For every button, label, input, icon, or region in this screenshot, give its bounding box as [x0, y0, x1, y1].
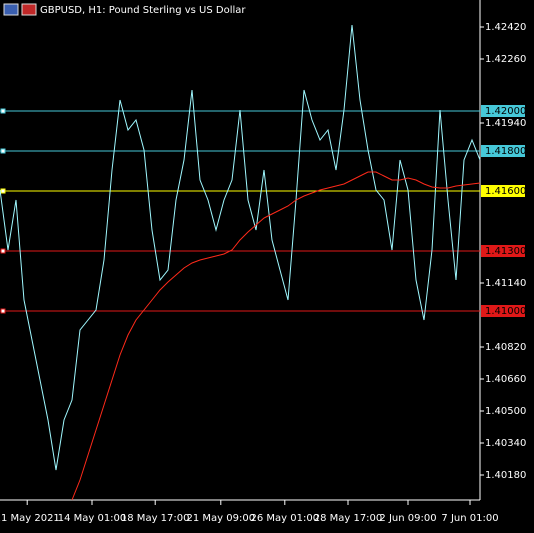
x-tick-label: 28 May 17:00	[314, 513, 383, 524]
level-label: 1.41300	[485, 246, 526, 257]
y-tick-label: 1.40820	[485, 342, 526, 353]
x-tick-label: 26 May 01:00	[251, 513, 320, 524]
x-tick-label: 2 Jun 09:00	[379, 513, 436, 524]
window-icon	[3, 3, 19, 16]
x-tick-label: 11 May 2021	[0, 513, 60, 524]
moving-average	[71, 171, 481, 501]
x-tick-label: 18 May 17:00	[121, 513, 190, 524]
level-label: 1.42000	[485, 106, 526, 117]
level-label: 1.41800	[485, 146, 526, 157]
level-handle	[0, 308, 6, 314]
level-handle	[0, 108, 6, 114]
x-tick-label: 7 Jun 01:00	[441, 513, 498, 524]
level-label-box	[481, 305, 525, 317]
level-handle	[0, 148, 6, 154]
level-label-box	[481, 185, 525, 197]
level-label: 1.41000	[485, 306, 526, 317]
level-handle	[0, 188, 6, 194]
y-tick-label: 1.40500	[485, 406, 526, 417]
flag-icon	[21, 3, 37, 16]
x-tick-label: 14 May 01:00	[58, 513, 127, 524]
level-label-box	[481, 245, 525, 257]
y-tick-label: 1.42260	[485, 54, 526, 65]
chart-title: GBPUSD, H1: Pound Sterling vs US Dollar	[40, 5, 246, 16]
y-tick-label: 1.41940	[485, 118, 526, 129]
y-tick-label: 1.40660	[485, 374, 526, 385]
y-tick-label: 1.42420	[485, 22, 526, 33]
level-label-box	[481, 105, 525, 117]
y-tick-label: 1.41140	[485, 278, 526, 289]
level-label-box	[481, 145, 525, 157]
level-label: 1.41600	[485, 186, 526, 197]
x-tick-label: 21 May 09:00	[187, 513, 256, 524]
level-handle	[0, 248, 6, 254]
y-tick-label: 1.40180	[485, 470, 526, 481]
price-line	[0, 24, 481, 471]
y-tick-label: 1.40340	[485, 438, 526, 449]
